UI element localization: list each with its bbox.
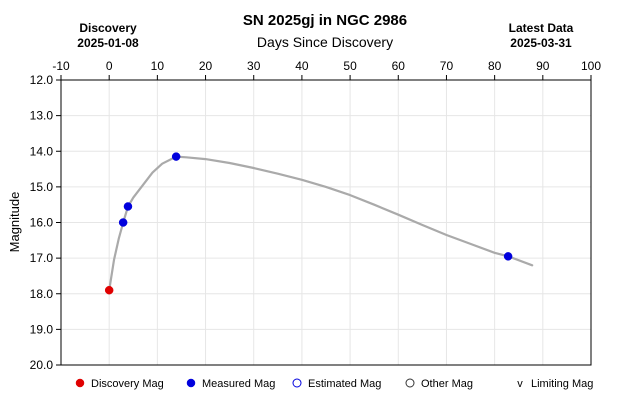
x-tick-label: 20: [199, 59, 213, 73]
x-tick-label: 90: [536, 59, 550, 73]
legend-other-mag-marker: [405, 378, 415, 388]
discovery-label: Discovery: [79, 21, 137, 35]
y-tick-label: 15.0: [30, 180, 54, 194]
y-tick-label: 12.0: [30, 73, 54, 87]
legend-measured-mag-marker: [186, 378, 196, 388]
y-tick-label: 14.0: [30, 144, 54, 158]
discovery-date: 2025-01-08: [77, 36, 139, 50]
measured-mag-point: [118, 218, 128, 227]
y-tick-label: 20.0: [30, 358, 54, 372]
x-tick-label: 60: [392, 59, 406, 73]
legend-other-mag-label: Other Mag: [421, 378, 473, 390]
legend-discovery-mag-marker: [75, 378, 85, 388]
y-tick-label: 18.0: [30, 287, 54, 301]
measured-mag-point: [123, 202, 133, 211]
fit-curve-line: [108, 155, 534, 292]
x-tick-label: 80: [488, 59, 502, 73]
x-tick-label: -10: [52, 59, 70, 73]
legend-estimated-mag-marker: [292, 378, 302, 388]
chart-title: SN 2025gj in NGC 2986: [243, 12, 407, 29]
x-tick-label: 0: [106, 59, 113, 73]
y-tick-label: 17.0: [30, 251, 54, 265]
measured-mag-point: [503, 252, 513, 261]
grid-lines: [60, 79, 592, 366]
plot-area: [104, 152, 534, 295]
legend: Discovery Mag Measured Mag Estimated Mag Ot…: [75, 378, 593, 390]
x-tick-label: 30: [247, 59, 261, 73]
latest-data-label: Latest Data: [509, 21, 574, 35]
plot-frame: [60, 79, 592, 366]
measured-mag-point: [171, 152, 181, 161]
x-tick-label: 40: [295, 59, 309, 73]
x-tick-label: 10: [151, 59, 165, 73]
discovery-mag-point: [104, 285, 114, 295]
legend-limiting-mag-label: Limiting Mag: [531, 378, 593, 390]
x-tick-label: 50: [343, 59, 357, 73]
legend-discovery-mag-label: Discovery Mag: [91, 378, 164, 390]
x-tick-label: 100: [581, 59, 601, 73]
legend-limiting-mag-marker: v: [517, 378, 523, 390]
y-tick-label: 16.0: [30, 216, 54, 230]
y-tick-label: 13.0: [30, 109, 54, 123]
y-axis-label: Magnitude: [7, 192, 22, 253]
y-tick-label: 19.0: [30, 322, 54, 336]
x-tick-label: 70: [440, 59, 454, 73]
latest-data-date: 2025-03-31: [510, 36, 572, 50]
axes: -10 0 10 20 30 40 50 60 70 80 90 100 12.0 13.0 14.0 15.…: [30, 59, 602, 372]
legend-estimated-mag-label: Estimated Mag: [308, 378, 381, 390]
x-axis-label: Days Since Discovery: [257, 34, 393, 50]
legend-measured-mag-label: Measured Mag: [202, 378, 275, 390]
